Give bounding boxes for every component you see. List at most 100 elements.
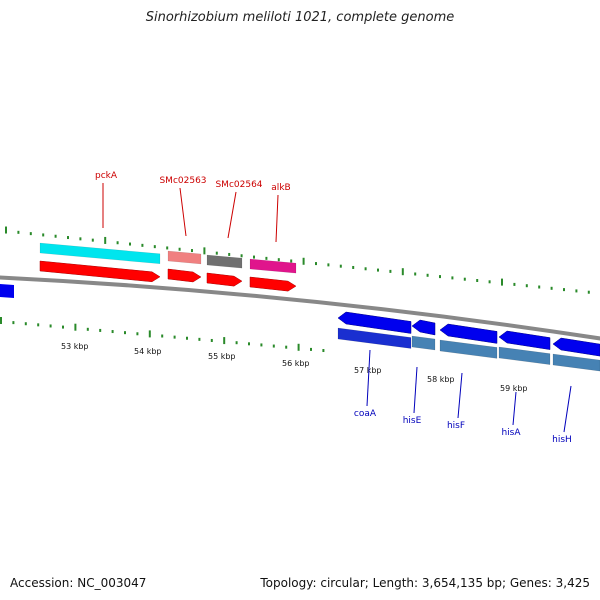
genome-backbone	[0, 275, 600, 341]
tick	[463, 277, 466, 281]
reverse-strand	[0, 284, 600, 372]
tick	[29, 232, 32, 236]
forward-strand	[39, 242, 297, 292]
topology-summary: Topology: circular; Length: 3,654,135 bp…	[260, 576, 590, 590]
reverse-gene-arrow	[552, 337, 600, 357]
reverse-gene-box	[411, 335, 436, 351]
tick	[86, 327, 89, 331]
tick	[17, 230, 20, 234]
forward-gene-box	[206, 254, 243, 269]
tick	[260, 343, 263, 347]
tick	[49, 324, 52, 328]
tick	[327, 263, 330, 267]
tick	[476, 279, 479, 283]
tick	[290, 259, 293, 263]
tick	[136, 332, 139, 336]
reverse-gene-label: coaA	[354, 409, 377, 419]
forward-gene-label: alkB	[271, 183, 290, 193]
reverse-gene-box	[337, 327, 412, 349]
forward-gene-arrow	[249, 276, 297, 292]
tick	[310, 347, 312, 351]
reverse-gene-label: hisF	[447, 421, 465, 431]
tick	[451, 276, 454, 280]
tick	[513, 282, 516, 286]
forward-gene-label: SMc02564	[215, 180, 262, 190]
tick	[186, 336, 188, 340]
tick	[426, 273, 429, 277]
forward-gene-arrow	[167, 268, 202, 283]
tick	[439, 275, 441, 279]
tick	[235, 341, 238, 345]
reverse-gene-label: hisH	[552, 435, 572, 445]
forward-gene-arrow	[39, 260, 161, 283]
tick	[5, 226, 7, 234]
reverse-gene-label: hisA	[501, 428, 521, 438]
scale-label: 59 kbp	[500, 384, 528, 393]
tick	[587, 290, 590, 294]
tick	[91, 238, 94, 242]
tick	[12, 321, 15, 325]
forward-gene-box	[249, 258, 297, 274]
tick	[74, 323, 77, 331]
tick	[389, 269, 392, 273]
scale-labels: 53 kbp 54 kbp 55 kbp 56 kbp 57 kbp 58 kbp 59 k…	[61, 342, 528, 393]
tick	[215, 251, 218, 255]
reverse-gene-arrow	[411, 319, 436, 336]
tick	[352, 265, 355, 269]
scale-label: 54 kbp	[134, 347, 162, 356]
tick	[265, 256, 268, 260]
tick	[124, 331, 126, 335]
accession-label: Accession: NC_003047	[10, 576, 147, 590]
forward-gene-box	[39, 242, 161, 265]
tick	[253, 255, 255, 259]
tick	[129, 242, 131, 246]
reverse-gene-arrow	[0, 284, 14, 298]
reverse-gene-arrow	[439, 323, 498, 344]
tick	[563, 288, 565, 292]
tick	[173, 335, 176, 339]
tick	[240, 254, 243, 258]
reverse-gene-arrow	[337, 311, 412, 334]
tick	[104, 236, 107, 244]
forward-gene-arrow	[206, 272, 243, 287]
tick	[550, 286, 553, 290]
tick	[148, 330, 151, 338]
tick	[525, 284, 528, 288]
tick	[111, 330, 114, 334]
forward-gene-label: SMc02563	[159, 176, 206, 186]
tick	[153, 245, 156, 249]
tick	[223, 337, 226, 345]
tick	[272, 344, 275, 348]
reverse-gene-box	[552, 353, 600, 372]
reverse-gene-label: hisE	[403, 416, 422, 426]
tick	[401, 268, 404, 276]
tick	[79, 237, 82, 241]
forward-gene-label: pckA	[95, 171, 118, 181]
reverse-gene-arrow	[498, 330, 551, 350]
scale-label: 53 kbp	[61, 342, 89, 351]
tick	[24, 322, 27, 326]
tick	[315, 262, 317, 266]
map-title: Sinorhizobium meliloti 1021, complete ge…	[145, 10, 455, 25]
tick	[178, 247, 181, 251]
tick	[322, 349, 325, 353]
tick	[203, 247, 206, 255]
tick	[62, 325, 64, 329]
tick	[166, 246, 169, 250]
scale-label: 58 kbp	[427, 375, 455, 384]
gene-labels: pckA SMc02563 SMc02564 alkB coaA hisE hisF hisA…	[95, 171, 572, 445]
tick	[54, 234, 57, 238]
tick	[302, 257, 305, 265]
tick	[228, 252, 231, 256]
tick	[339, 264, 342, 268]
tick	[37, 323, 40, 327]
reverse-gene-box	[439, 339, 498, 359]
tick	[501, 278, 503, 286]
scale-label: 55 kbp	[208, 352, 236, 361]
tick	[414, 272, 417, 276]
forward-gene-box	[167, 250, 202, 265]
tick	[0, 317, 2, 324]
tick	[377, 268, 379, 272]
tick	[161, 334, 164, 338]
